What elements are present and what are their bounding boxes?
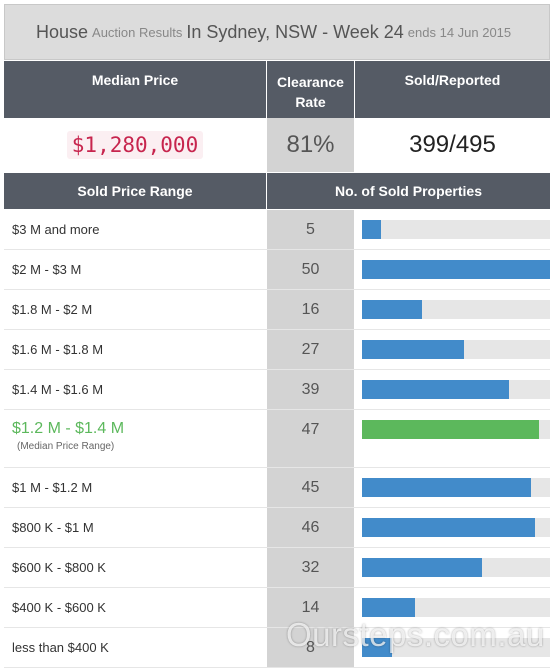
- bar-fill: [362, 220, 381, 239]
- header-clearance-rate-line1: Clearance: [277, 74, 344, 90]
- median-price-value: $1,280,000: [66, 131, 204, 159]
- price-range-text: $1.6 M - $1.8 M: [12, 342, 104, 357]
- bar-fill: [362, 420, 539, 439]
- sold-count: 27: [267, 330, 354, 369]
- table-row: $1.8 M - $2 M 16: [4, 290, 550, 330]
- price-range-text: $800 K - $1 M: [12, 520, 94, 535]
- table-row: $600 K - $800 K 32: [4, 548, 550, 588]
- sold-count: 14: [267, 588, 354, 627]
- bar-track: [362, 340, 550, 359]
- bar-track: [362, 518, 550, 537]
- watermark: Oursteps.com.au: [286, 616, 545, 653]
- bar-track: [362, 380, 550, 399]
- bar-fill: [362, 340, 464, 359]
- price-range-text: $2 M - $3 M: [12, 262, 82, 277]
- title-property-type: House: [36, 21, 89, 42]
- sold-count: 16: [267, 290, 354, 329]
- table-row: $800 K - $1 M 46: [4, 508, 550, 548]
- price-range-label: $1.6 M - $1.8 M: [4, 330, 266, 369]
- table-row: $1 M - $1.2 M 45: [4, 468, 550, 508]
- table-row: $1.4 M - $1.6 M 39: [4, 370, 550, 410]
- price-range-label: $1.8 M - $2 M: [4, 290, 266, 329]
- price-range-label: $800 K - $1 M: [4, 508, 266, 547]
- bar-fill: [362, 518, 535, 537]
- bar-track: [362, 420, 550, 439]
- price-range-label: less than $400 K: [4, 628, 266, 667]
- table-row: $1.2 M - $1.4 M (Median Price Range) 47: [4, 410, 550, 468]
- price-range-text: $1 M - $1.2 M: [12, 480, 93, 495]
- price-range-text: $1.2 M - $1.4 M: [12, 420, 125, 437]
- price-range-label: $600 K - $800 K: [4, 548, 266, 587]
- median-price-cell: $1,280,000: [4, 118, 266, 172]
- sold-count: 39: [267, 370, 354, 409]
- bar-track: [362, 638, 550, 657]
- bar-track: [362, 478, 550, 497]
- price-range-label: $400 K - $600 K: [4, 588, 266, 627]
- price-range-text: $400 K - $600 K: [12, 600, 106, 615]
- header-sold-price-range: Sold Price Range: [4, 173, 266, 209]
- bar-track: [362, 598, 550, 617]
- sold-count: 8: [267, 628, 354, 667]
- bar-track: [362, 220, 550, 239]
- header-num-sold: No. of Sold Properties: [267, 173, 550, 209]
- bar-fill: [362, 260, 550, 279]
- sold-count: 5: [267, 210, 354, 249]
- bar-fill: [362, 598, 415, 617]
- price-range-text: $1.8 M - $2 M: [12, 302, 93, 317]
- table-row: $3 M and more 5: [4, 210, 550, 250]
- sold-count: 47: [267, 410, 354, 467]
- clearance-rate-value: 81%: [267, 118, 354, 172]
- sold-reported-value: 399/495: [409, 131, 496, 158]
- bar-fill: [362, 380, 509, 399]
- sold-count: 45: [267, 468, 354, 507]
- header-clearance-rate-line2: Rate: [295, 94, 326, 110]
- bar-fill: [362, 300, 422, 319]
- header-median-price: Median Price: [4, 61, 266, 118]
- header-clearance-rate: Clearance Rate: [267, 61, 354, 118]
- title-location-week: In Sydney, NSW - Week 24: [186, 21, 404, 42]
- bar-fill: [362, 558, 482, 577]
- price-range-text: less than $400 K: [12, 640, 109, 655]
- bar-track: [362, 558, 550, 577]
- table-row: $1.6 M - $1.8 M 27: [4, 330, 550, 370]
- price-range-text: $3 M and more: [12, 222, 100, 237]
- sold-count: 50: [267, 250, 354, 289]
- price-range-text: $1.4 M - $1.6 M: [12, 382, 104, 397]
- price-range-label: $1.4 M - $1.6 M: [4, 370, 266, 409]
- median-range-note: (Median Price Range): [17, 441, 115, 452]
- sold-count: 32: [267, 548, 354, 587]
- price-range-text: $600 K - $800 K: [12, 560, 106, 575]
- header-sold-reported: Sold/Reported: [355, 61, 550, 118]
- price-range-label: $3 M and more: [4, 210, 266, 249]
- price-range-rows: $3 M and more 5 $2 M - $3 M 50 $1.8 M - $2 M…: [4, 210, 550, 668]
- bar-fill: [362, 478, 531, 497]
- bar-fill: [362, 638, 392, 657]
- bar-track: [362, 260, 550, 279]
- bar-track: [362, 300, 550, 319]
- price-range-label: $2 M - $3 M: [4, 250, 266, 289]
- table-row: $400 K - $600 K 14: [4, 588, 550, 628]
- title-end-date: ends 14 Jun 2015: [407, 24, 512, 40]
- sold-count: 46: [267, 508, 354, 547]
- title-subject: Auction Results: [92, 24, 183, 40]
- price-range-label: $1 M - $1.2 M: [4, 468, 266, 507]
- table-row: $2 M - $3 M 50: [4, 250, 550, 290]
- price-range-label: $1.2 M - $1.4 M (Median Price Range): [4, 410, 266, 467]
- title-bar: House Auction Results In Sydney, NSW - W…: [4, 4, 550, 60]
